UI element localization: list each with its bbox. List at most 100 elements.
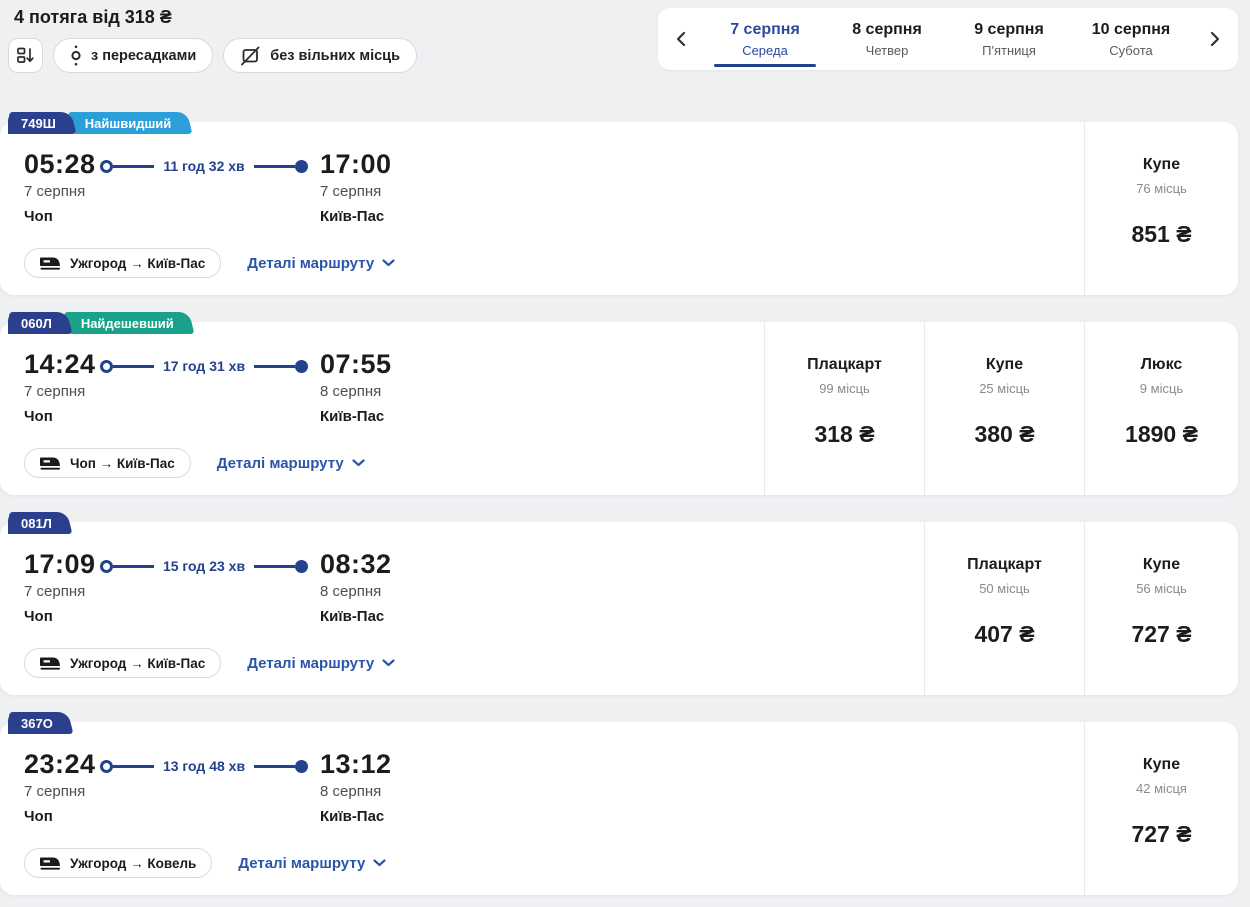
date-tab-9-aug[interactable]: 9 серпня П'ятниця (948, 8, 1070, 70)
prev-date-button[interactable] (658, 8, 704, 70)
train-number-badge: 060Л (8, 312, 73, 334)
chevron-down-icon (352, 459, 365, 467)
full-route-pill: Ужгород → Київ-Пас (24, 648, 222, 678)
arrival-date: 7 серпня (320, 183, 382, 200)
arrival-station: Київ-Пас (320, 608, 385, 625)
sort-button[interactable] (8, 38, 43, 73)
route-details-link[interactable]: Деталі маршруту (238, 855, 386, 872)
route-timeline: 17 год 31 хв (100, 356, 309, 376)
tab-date: 8 серпня (852, 20, 922, 38)
no-seats-icon (240, 46, 261, 66)
filter-bar: з пересадками без вільних місць (8, 38, 418, 73)
next-date-button[interactable] (1192, 8, 1238, 70)
train-number: 081Л (21, 515, 52, 531)
date-bar: 7 серпня Середа 8 серпня Четвер 9 серпня… (658, 8, 1238, 70)
departure-station: Чоп (24, 408, 53, 425)
chevron-down-icon (373, 859, 386, 867)
departure-station: Чоп (24, 208, 53, 225)
tab-weekday: Четвер (865, 42, 909, 58)
train-number-badge: 081Л (8, 512, 73, 534)
full-route-label: Ужгород → Київ-Пас (70, 655, 206, 671)
fastest-tag-badge: Найшвидший (66, 112, 192, 134)
departure-time: 23:24 (24, 749, 96, 779)
filter-chip-no-seats[interactable]: без вільних місць (223, 38, 418, 73)
train-number-badge: 749Ш (8, 112, 77, 134)
departure-date: 7 серпня (24, 183, 86, 200)
arrival-dot-icon (295, 759, 309, 773)
class-seats: 42 місця (1136, 780, 1187, 796)
class-name: Купе (1142, 555, 1181, 573)
train-card-367: 367О 23:24 13 год 48 хв 13:12 7 серпня 8… (0, 712, 1238, 907)
class-name: Купе (985, 355, 1024, 373)
class-option-lux[interactable]: Люкс 9 місць 1890 ₴ (1084, 322, 1238, 495)
train-card-body: 17:09 15 год 23 хв 08:32 7 серпня 8 серп… (0, 522, 1238, 695)
class-option-kupe[interactable]: Купе 42 місця 727 ₴ (1084, 722, 1238, 895)
sort-icon (16, 46, 35, 65)
chevron-left-icon (674, 30, 688, 48)
class-price: 1890 ₴ (1125, 420, 1198, 447)
train-card-081: 081Л 17:09 15 год 23 хв 08:32 7 серпня 8… (0, 512, 1238, 707)
departure-date: 7 серпня (24, 583, 86, 600)
chevron-right-icon (1208, 30, 1222, 48)
cheapest-tag-badge: Найдешевший (62, 312, 195, 334)
class-price: 727 ₴ (1131, 820, 1192, 847)
tag-label: Найдешевший (80, 315, 174, 331)
train-number: 060Л (21, 315, 52, 331)
class-option-platzkart[interactable]: Плацкарт 50 місць 407 ₴ (924, 522, 1084, 695)
class-name: Плацкарт (967, 555, 1042, 573)
tab-weekday: П'ятниця (982, 42, 1036, 58)
arrival-time: 08:32 (320, 549, 392, 579)
date-tab-7-aug[interactable]: 7 серпня Середа (704, 8, 826, 70)
filter-chip-label: з пересадками (91, 47, 197, 64)
full-route-pill: Ужгород → Київ-Пас (24, 248, 222, 278)
class-option-kupe[interactable]: Купе 76 місць 851 ₴ (1084, 122, 1238, 295)
route-details-link[interactable]: Деталі маршруту (247, 655, 395, 672)
date-tab-10-aug[interactable]: 10 серпня Субота (1070, 8, 1192, 70)
full-route-pill: Ужгород → Ковель (24, 848, 213, 878)
price-columns: Купе 42 місця 727 ₴ (1084, 722, 1238, 895)
filter-chip-label: без вільних місць (270, 47, 401, 64)
date-tabs: 7 серпня Середа 8 серпня Четвер 9 серпня… (704, 8, 1192, 70)
tab-date: 9 серпня (974, 20, 1044, 38)
class-option-platzkart[interactable]: Плацкарт 99 місць 318 ₴ (764, 322, 924, 495)
arrival-time: 17:00 (320, 149, 392, 179)
departure-date: 7 серпня (24, 383, 86, 400)
departure-dot-icon (100, 759, 113, 773)
train-icon (40, 656, 61, 670)
trip-duration: 17 год 31 хв (162, 358, 246, 374)
train-number: 749Ш (21, 115, 56, 131)
tag-label: Найшвидший (84, 115, 172, 131)
departure-station: Чоп (24, 608, 53, 625)
route-details-label: Деталі маршруту (238, 854, 366, 872)
route-timeline: 11 год 32 хв (100, 156, 308, 176)
chevron-down-icon (382, 659, 395, 667)
train-card-749: 749Ш Найшвидший 05:28 11 год 32 хв 17:00… (0, 112, 1238, 307)
badge-row: 060Л Найдешевший (8, 312, 195, 334)
arrival-station: Київ-Пас (320, 808, 385, 825)
route-details-link[interactable]: Деталі маршруту (247, 255, 395, 272)
class-name: Купе (1142, 755, 1181, 773)
class-name: Купе (1142, 155, 1181, 173)
class-price: 851 ₴ (1131, 220, 1192, 247)
route-details-link[interactable]: Деталі маршруту (217, 455, 365, 472)
class-seats: 76 місць (1136, 180, 1187, 196)
chevron-down-icon (382, 259, 395, 267)
arrival-dot-icon (295, 559, 309, 573)
filter-chip-transfers[interactable]: з пересадками (53, 38, 214, 73)
trip-duration: 15 год 23 хв (162, 558, 246, 574)
class-option-kupe[interactable]: Купе 25 місць 380 ₴ (924, 322, 1084, 495)
date-tab-8-aug[interactable]: 8 серпня Четвер (826, 8, 948, 70)
class-seats: 50 місць (979, 580, 1030, 596)
price-columns: Плацкарт 50 місць 407 ₴ Купе 56 місць 72… (924, 522, 1238, 695)
class-price: 727 ₴ (1131, 620, 1192, 647)
class-name: Плацкарт (807, 355, 882, 373)
class-name: Люкс (1140, 355, 1183, 373)
arrival-station: Київ-Пас (320, 408, 385, 425)
arrival-station: Київ-Пас (320, 208, 385, 225)
card-bottom-row: Чоп → Київ-Пас Деталі маршруту (24, 448, 365, 478)
card-bottom-row: Ужгород → Ковель Деталі маршруту (24, 848, 386, 878)
arrival-date: 8 серпня (320, 383, 382, 400)
class-option-kupe[interactable]: Купе 56 місць 727 ₴ (1084, 522, 1238, 695)
arrival-time: 07:55 (320, 349, 392, 379)
route-timeline: 15 год 23 хв (100, 556, 309, 576)
